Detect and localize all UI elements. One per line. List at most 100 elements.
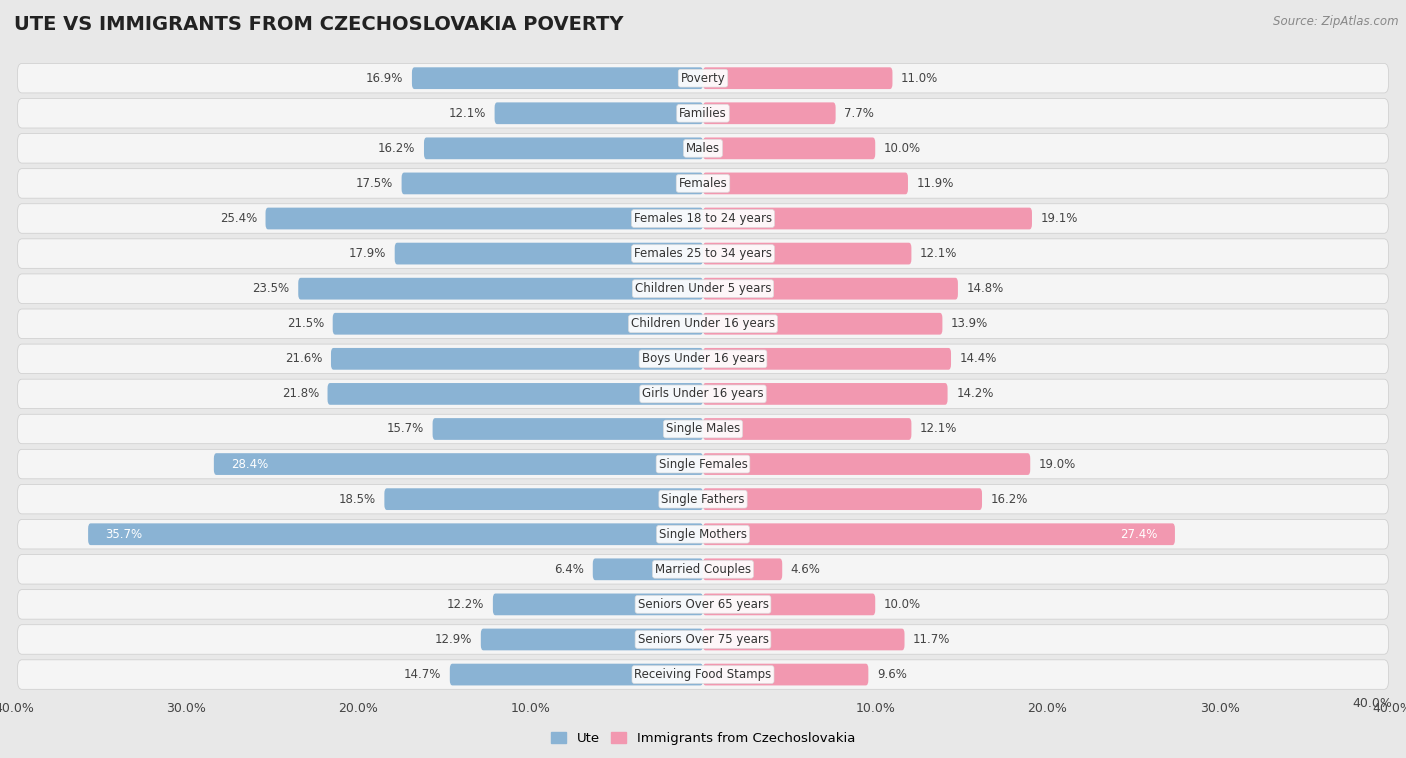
FancyBboxPatch shape <box>703 67 893 89</box>
Text: 13.9%: 13.9% <box>950 318 988 330</box>
Text: 21.8%: 21.8% <box>281 387 319 400</box>
FancyBboxPatch shape <box>298 277 703 299</box>
Text: 9.6%: 9.6% <box>877 668 907 681</box>
FancyBboxPatch shape <box>703 173 908 194</box>
Text: UTE VS IMMIGRANTS FROM CZECHOSLOVAKIA POVERTY: UTE VS IMMIGRANTS FROM CZECHOSLOVAKIA PO… <box>14 15 623 34</box>
FancyBboxPatch shape <box>703 277 957 299</box>
Text: 6.4%: 6.4% <box>554 562 583 576</box>
FancyBboxPatch shape <box>17 344 1389 374</box>
Text: 11.7%: 11.7% <box>912 633 950 646</box>
FancyBboxPatch shape <box>330 348 703 370</box>
FancyBboxPatch shape <box>703 664 869 685</box>
FancyBboxPatch shape <box>703 594 875 615</box>
FancyBboxPatch shape <box>89 523 703 545</box>
FancyBboxPatch shape <box>17 449 1389 479</box>
FancyBboxPatch shape <box>703 453 1031 475</box>
Text: 28.4%: 28.4% <box>231 458 269 471</box>
Text: Poverty: Poverty <box>681 72 725 85</box>
FancyBboxPatch shape <box>703 348 950 370</box>
FancyBboxPatch shape <box>17 274 1389 303</box>
Text: Females 25 to 34 years: Females 25 to 34 years <box>634 247 772 260</box>
FancyBboxPatch shape <box>266 208 703 230</box>
FancyBboxPatch shape <box>593 559 703 580</box>
Text: 14.4%: 14.4% <box>960 352 997 365</box>
Text: 11.0%: 11.0% <box>901 72 938 85</box>
FancyBboxPatch shape <box>17 379 1389 409</box>
Text: 11.9%: 11.9% <box>917 177 953 190</box>
FancyBboxPatch shape <box>333 313 703 334</box>
FancyBboxPatch shape <box>412 67 703 89</box>
FancyBboxPatch shape <box>214 453 703 475</box>
Text: 12.1%: 12.1% <box>449 107 486 120</box>
Text: Families: Families <box>679 107 727 120</box>
FancyBboxPatch shape <box>703 383 948 405</box>
FancyBboxPatch shape <box>495 102 703 124</box>
FancyBboxPatch shape <box>395 243 703 265</box>
Text: Males: Males <box>686 142 720 155</box>
FancyBboxPatch shape <box>17 519 1389 549</box>
Text: 16.2%: 16.2% <box>991 493 1028 506</box>
FancyBboxPatch shape <box>433 418 703 440</box>
Text: Married Couples: Married Couples <box>655 562 751 576</box>
FancyBboxPatch shape <box>703 559 782 580</box>
Text: 17.9%: 17.9% <box>349 247 387 260</box>
Legend: Ute, Immigrants from Czechoslovakia: Ute, Immigrants from Czechoslovakia <box>551 732 855 745</box>
Text: Children Under 16 years: Children Under 16 years <box>631 318 775 330</box>
Text: Single Fathers: Single Fathers <box>661 493 745 506</box>
Text: Girls Under 16 years: Girls Under 16 years <box>643 387 763 400</box>
Text: 21.6%: 21.6% <box>285 352 322 365</box>
Text: Single Females: Single Females <box>658 458 748 471</box>
FancyBboxPatch shape <box>494 594 703 615</box>
FancyBboxPatch shape <box>425 137 703 159</box>
Text: 25.4%: 25.4% <box>219 212 257 225</box>
FancyBboxPatch shape <box>384 488 703 510</box>
FancyBboxPatch shape <box>703 418 911 440</box>
Text: Children Under 5 years: Children Under 5 years <box>634 282 772 295</box>
Text: 12.1%: 12.1% <box>920 247 957 260</box>
Text: Single Mothers: Single Mothers <box>659 528 747 540</box>
Text: 18.5%: 18.5% <box>339 493 375 506</box>
Text: Receiving Food Stamps: Receiving Food Stamps <box>634 668 772 681</box>
Text: 16.2%: 16.2% <box>378 142 415 155</box>
Text: 14.2%: 14.2% <box>956 387 994 400</box>
FancyBboxPatch shape <box>17 415 1389 443</box>
FancyBboxPatch shape <box>17 625 1389 654</box>
Text: 10.0%: 10.0% <box>884 598 921 611</box>
FancyBboxPatch shape <box>17 133 1389 163</box>
Text: Single Males: Single Males <box>666 422 740 436</box>
Text: 7.7%: 7.7% <box>844 107 875 120</box>
Text: 19.0%: 19.0% <box>1039 458 1076 471</box>
Text: Females 18 to 24 years: Females 18 to 24 years <box>634 212 772 225</box>
FancyBboxPatch shape <box>703 628 904 650</box>
Text: 17.5%: 17.5% <box>356 177 392 190</box>
FancyBboxPatch shape <box>17 590 1389 619</box>
Text: Source: ZipAtlas.com: Source: ZipAtlas.com <box>1274 15 1399 28</box>
FancyBboxPatch shape <box>17 169 1389 198</box>
FancyBboxPatch shape <box>17 555 1389 584</box>
FancyBboxPatch shape <box>17 204 1389 233</box>
FancyBboxPatch shape <box>17 659 1389 689</box>
FancyBboxPatch shape <box>328 383 703 405</box>
FancyBboxPatch shape <box>17 309 1389 339</box>
Text: 40.0%: 40.0% <box>1353 697 1392 710</box>
FancyBboxPatch shape <box>17 239 1389 268</box>
Text: 12.1%: 12.1% <box>920 422 957 436</box>
FancyBboxPatch shape <box>703 523 1175 545</box>
Text: 35.7%: 35.7% <box>105 528 142 540</box>
Text: 19.1%: 19.1% <box>1040 212 1078 225</box>
Text: 15.7%: 15.7% <box>387 422 425 436</box>
Text: 21.5%: 21.5% <box>287 318 323 330</box>
Text: Seniors Over 75 years: Seniors Over 75 years <box>637 633 769 646</box>
Text: 14.8%: 14.8% <box>966 282 1004 295</box>
Text: 27.4%: 27.4% <box>1121 528 1157 540</box>
FancyBboxPatch shape <box>402 173 703 194</box>
FancyBboxPatch shape <box>17 64 1389 93</box>
FancyBboxPatch shape <box>450 664 703 685</box>
FancyBboxPatch shape <box>703 102 835 124</box>
Text: 12.9%: 12.9% <box>434 633 472 646</box>
Text: 4.6%: 4.6% <box>790 562 821 576</box>
FancyBboxPatch shape <box>703 313 942 334</box>
Text: Females: Females <box>679 177 727 190</box>
Text: Seniors Over 65 years: Seniors Over 65 years <box>637 598 769 611</box>
FancyBboxPatch shape <box>17 99 1389 128</box>
